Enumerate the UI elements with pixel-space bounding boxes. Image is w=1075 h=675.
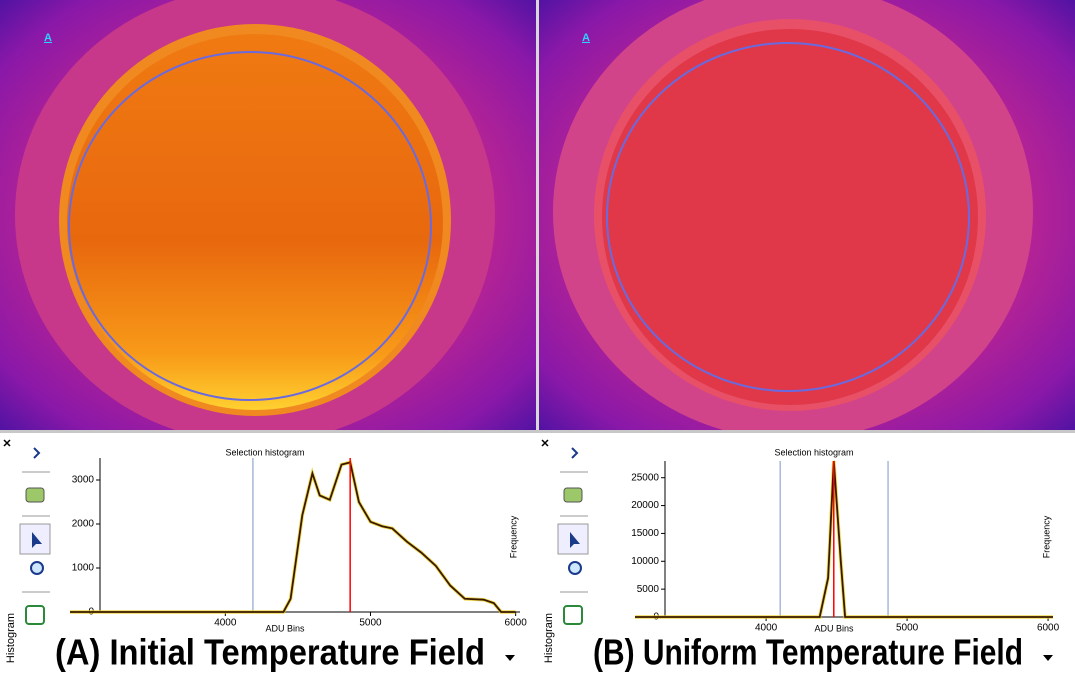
zoom-tool[interactable] bbox=[30, 561, 44, 575]
thermal-image bbox=[538, 0, 1075, 440]
caption: (B) Uniform Temperature Field bbox=[593, 632, 1023, 673]
x-tick-label: 4000 bbox=[214, 618, 237, 629]
x-tick-label: 5000 bbox=[359, 618, 382, 629]
dropdown-arrow[interactable] bbox=[505, 655, 515, 661]
histogram-line bbox=[70, 461, 516, 613]
side-tab[interactable]: Histogram bbox=[543, 613, 555, 663]
close-button[interactable] bbox=[3, 439, 11, 447]
tool-icon[interactable] bbox=[563, 605, 583, 625]
toolbar bbox=[541, 439, 589, 625]
select-icon bbox=[32, 532, 42, 548]
y-tick-label: 3000 bbox=[72, 475, 95, 486]
panel: A Histogram Selection histogram ADU Bins Fre… bbox=[3, 32, 528, 673]
roi-marker: A bbox=[44, 32, 52, 44]
x-axis-label: ADU Bins bbox=[265, 623, 305, 633]
expand-button[interactable] bbox=[33, 447, 41, 459]
y-tick-label: 5000 bbox=[637, 584, 660, 595]
y-tick-label: 20000 bbox=[631, 500, 659, 511]
x-tick-label: 6000 bbox=[505, 618, 528, 629]
divider bbox=[0, 430, 1075, 433]
dropdown-arrow[interactable] bbox=[1043, 655, 1053, 661]
histogram-title: Selection histogram bbox=[225, 447, 304, 457]
tool-icon[interactable] bbox=[25, 487, 45, 503]
caption: (A) Initial Temperature Field bbox=[55, 632, 485, 673]
side-tab[interactable]: Histogram bbox=[5, 613, 17, 663]
panel: A Histogram Selection histogram ADU Bins Fre… bbox=[541, 32, 1060, 673]
y-tick-label: 25000 bbox=[631, 472, 659, 483]
y-tick-label: 1000 bbox=[72, 563, 95, 574]
x-axis-label: ADU Bins bbox=[814, 623, 854, 633]
x-tick-label: 6000 bbox=[1037, 623, 1060, 634]
toolbar bbox=[3, 439, 51, 625]
y-axis-label: Frequency bbox=[1041, 515, 1051, 558]
tool-icon[interactable] bbox=[563, 487, 583, 503]
y-tick-label: 10000 bbox=[631, 556, 659, 567]
roi-marker: A bbox=[582, 32, 590, 44]
tool-icon[interactable] bbox=[25, 605, 45, 625]
close-button[interactable] bbox=[541, 439, 549, 447]
zoom-tool[interactable] bbox=[568, 561, 582, 575]
expand-button[interactable] bbox=[571, 447, 579, 459]
histogram-area bbox=[0, 430, 1075, 675]
x-tick-label: 4000 bbox=[755, 623, 778, 634]
y-axis-label: Frequency bbox=[508, 515, 518, 558]
thermal-image bbox=[0, 0, 537, 443]
y-tick-label: 2000 bbox=[72, 519, 95, 530]
x-tick-label: 5000 bbox=[896, 623, 919, 634]
select-icon bbox=[570, 532, 580, 548]
histogram-title: Selection histogram bbox=[774, 447, 853, 457]
divider bbox=[536, 0, 539, 675]
y-tick-label: 15000 bbox=[631, 528, 659, 539]
